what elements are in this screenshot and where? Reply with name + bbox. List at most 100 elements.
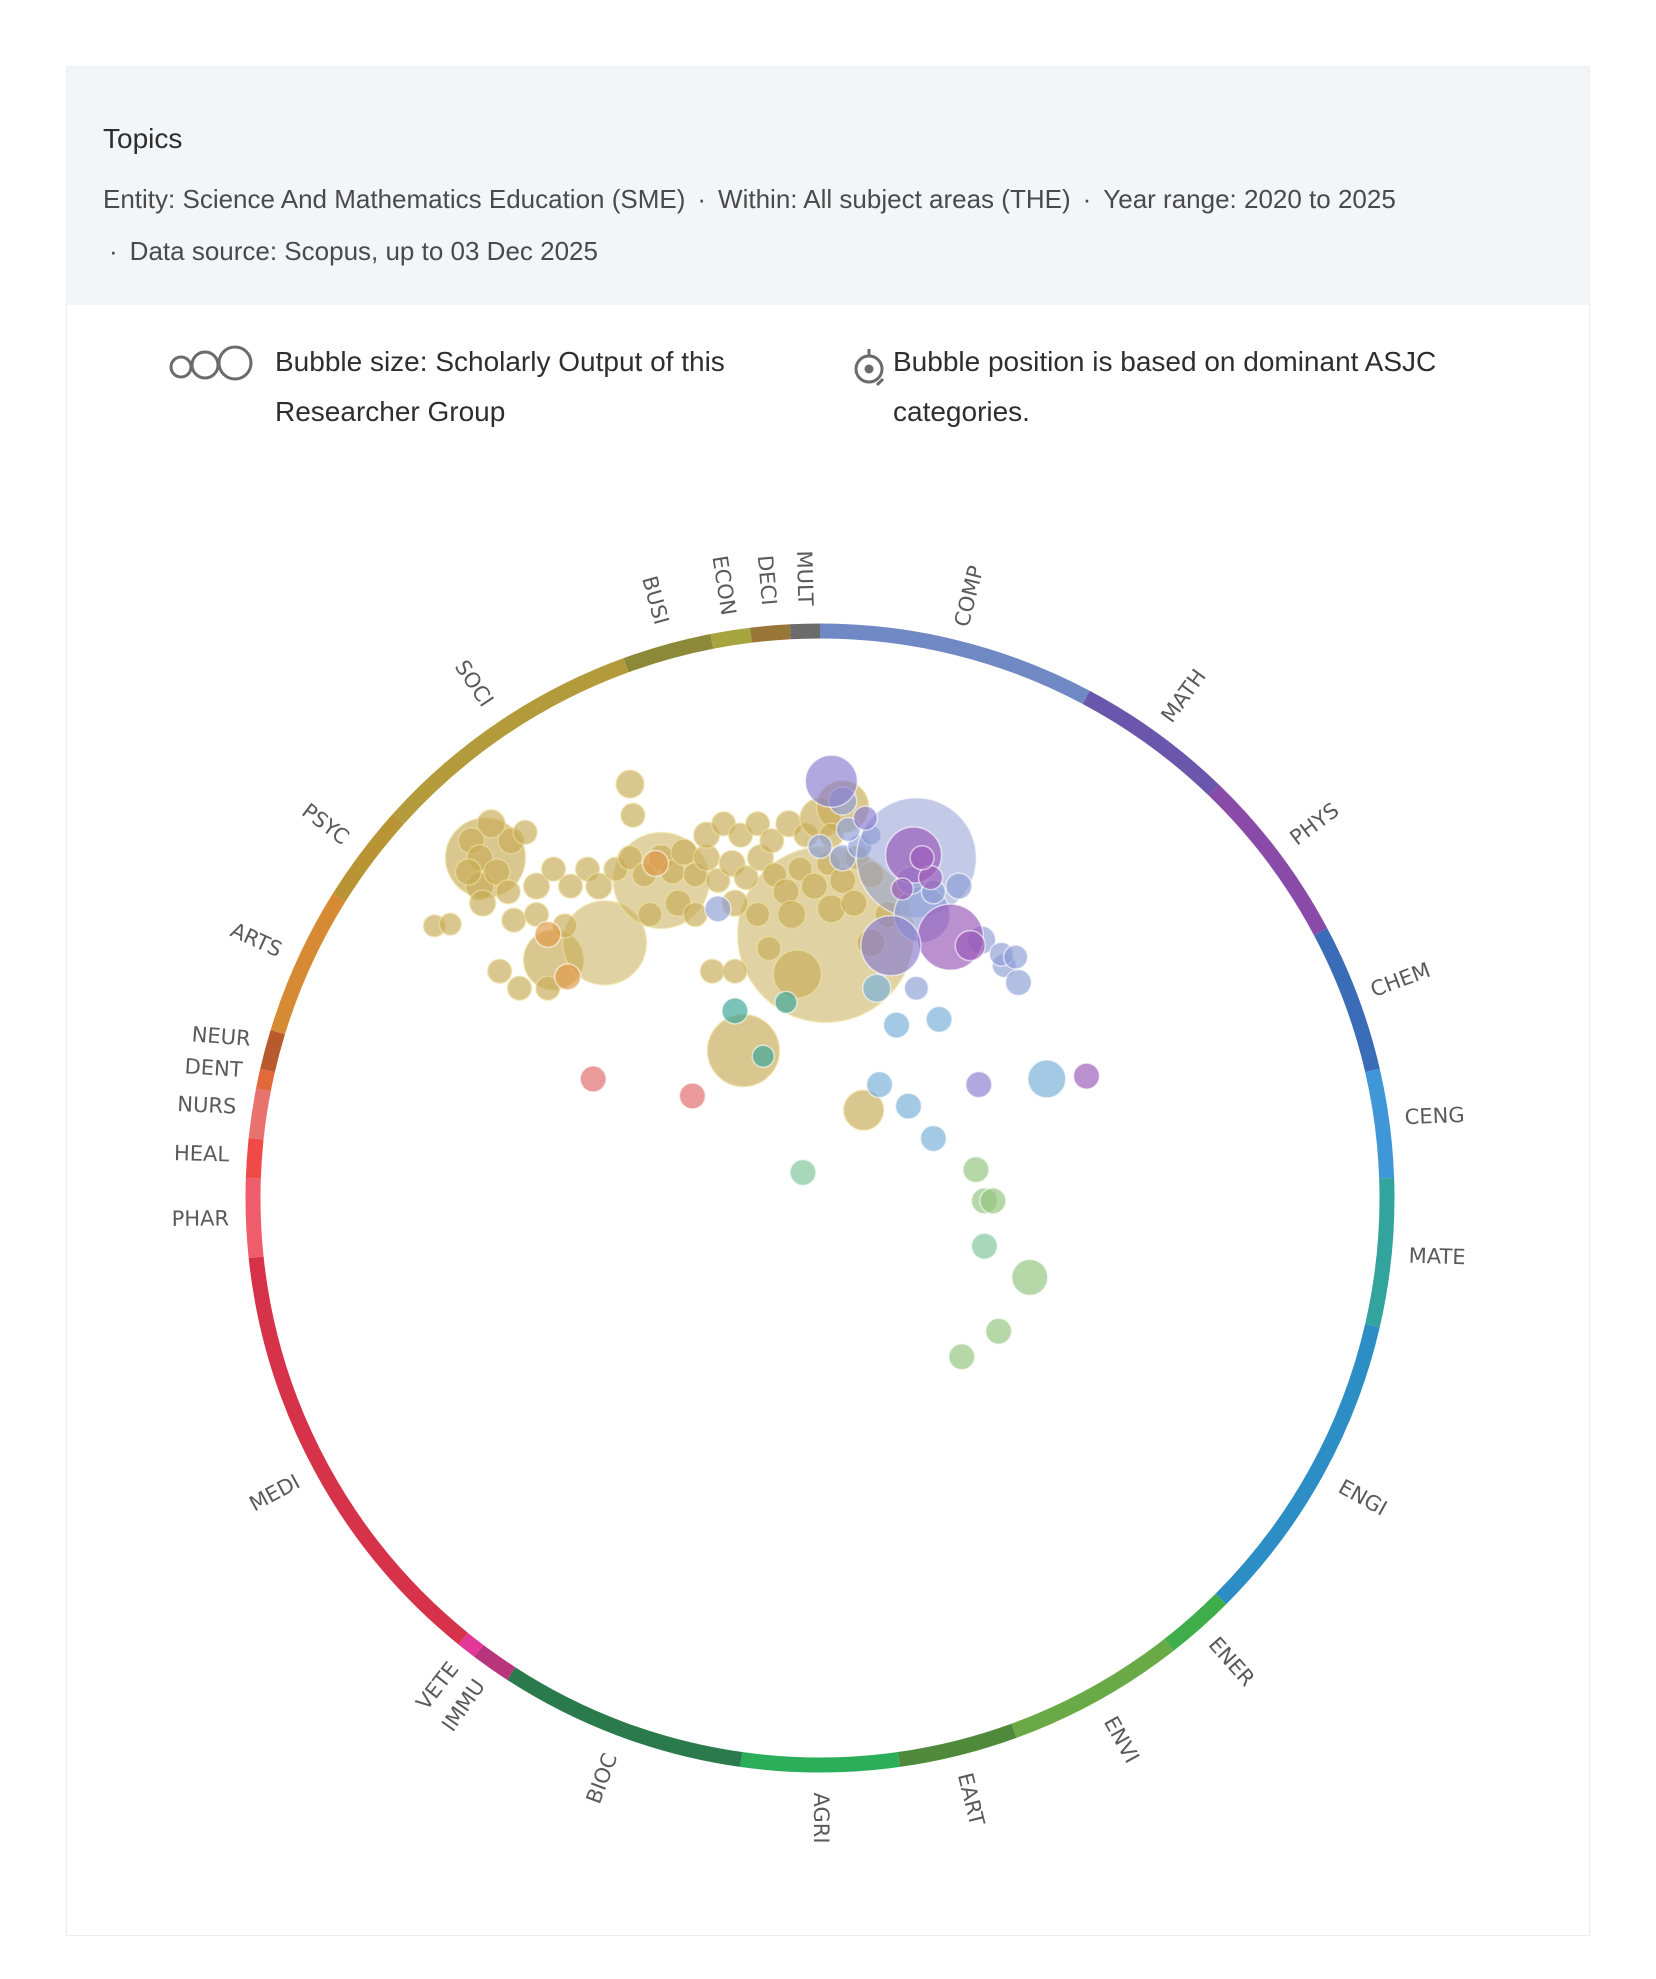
topic-bubble[interactable]	[522, 872, 551, 900]
topic-bubble[interactable]	[909, 845, 935, 871]
topic-bubble[interactable]	[721, 997, 749, 1025]
topic-bubble[interactable]	[704, 895, 732, 923]
category-label-mate: MATE	[1408, 1244, 1466, 1270]
topic-bubble[interactable]	[495, 879, 521, 905]
topic-bubble[interactable]	[561, 900, 648, 986]
topic-bubble[interactable]	[919, 1124, 948, 1153]
topic-bubble[interactable]	[506, 975, 533, 1001]
topic-bubble[interactable]	[1011, 1258, 1049, 1297]
topic-bubble[interactable]	[722, 958, 748, 984]
topic-bubble[interactable]	[979, 1187, 1007, 1215]
category-label-econ: ECON	[707, 554, 740, 617]
topic-bubble[interactable]	[620, 802, 646, 829]
topic-bubble[interactable]	[890, 877, 914, 901]
topic-bubble[interactable]	[954, 929, 987, 962]
topic-bubble[interactable]	[865, 1070, 894, 1099]
topic-bubble[interactable]	[852, 805, 879, 831]
topic-bubble[interactable]	[860, 914, 922, 977]
topic-bubble[interactable]	[1004, 968, 1033, 997]
topic-bubble[interactable]	[557, 873, 584, 899]
topic-bubble[interactable]	[925, 1005, 953, 1034]
bubble-position-icon	[854, 349, 885, 387]
category-label-phys: PHYS	[1286, 798, 1344, 850]
topic-bubble[interactable]	[438, 912, 463, 936]
topic-bubble[interactable]	[670, 838, 698, 866]
ring-segment-mate	[1365, 1177, 1395, 1328]
legend-bubble-position: Bubble position is based on dominant ASJ…	[853, 337, 1453, 437]
topic-bubble[interactable]	[501, 907, 527, 933]
category-ring	[245, 623, 1395, 1773]
topic-bubble[interactable]	[882, 1011, 911, 1039]
topic-bubble[interactable]	[476, 809, 506, 839]
topic-bubble[interactable]	[804, 754, 859, 809]
category-label-psyc: PSYC	[297, 799, 353, 850]
topic-bubble[interactable]	[984, 1317, 1013, 1345]
topic-bubble[interactable]	[486, 958, 513, 984]
topic-bubble[interactable]	[948, 1343, 976, 1371]
topic-bubble[interactable]	[751, 1044, 776, 1068]
topic-bubble[interactable]	[579, 1065, 607, 1093]
topic-bubble[interactable]	[512, 819, 538, 846]
topic-bubble[interactable]	[454, 858, 483, 886]
ring-segment-phar	[245, 1177, 264, 1259]
category-label-neur: NEUR	[191, 1022, 252, 1051]
ring-segment-math	[1082, 690, 1220, 796]
topic-bubble[interactable]	[840, 889, 868, 917]
topic-bubble[interactable]	[744, 811, 771, 837]
topic-bubble[interactable]	[641, 849, 670, 878]
ring-segment-ceng	[1365, 1068, 1395, 1179]
topic-bubble[interactable]	[523, 901, 550, 928]
topic-bubble[interactable]	[1027, 1059, 1067, 1099]
topic-bubble[interactable]	[800, 872, 829, 900]
legend-bubble-size: Bubble size: Scholarly Output of this Re…	[167, 337, 795, 437]
topic-bubble[interactable]	[842, 1089, 885, 1131]
topic-bubble[interactable]	[1072, 1062, 1101, 1090]
topic-bubble[interactable]	[772, 949, 823, 999]
topic-bubble[interactable]	[585, 872, 613, 900]
topic-bubble[interactable]	[699, 958, 726, 984]
topic-bubble[interactable]	[807, 833, 833, 860]
topic-bubble[interactable]	[970, 1232, 999, 1260]
topic-bubble[interactable]	[534, 920, 562, 949]
topic-bubble[interactable]	[789, 1158, 817, 1187]
topic-bubble[interactable]	[945, 872, 973, 900]
topic-bubble[interactable]	[483, 858, 511, 886]
topic-bubble[interactable]	[540, 856, 567, 882]
category-label-agri: AGRI	[809, 1792, 833, 1843]
topic-bubble[interactable]	[965, 1070, 993, 1099]
topic-bubble[interactable]	[962, 1155, 990, 1184]
card-header: Topics Entity: Science And Mathematics E…	[67, 67, 1589, 305]
topic-bubble[interactable]	[903, 975, 930, 1001]
category-label-medi: MEDI	[245, 1470, 304, 1517]
ring-segment-mult	[789, 623, 821, 640]
category-label-eart: EART	[953, 1770, 989, 1828]
topic-bubble[interactable]	[615, 769, 645, 799]
topic-bubbles	[422, 754, 1101, 1371]
ring-segment-eart	[897, 1723, 1017, 1767]
topic-bubble[interactable]	[682, 901, 709, 928]
topic-bubble[interactable]	[756, 935, 782, 962]
topic-bubble[interactable]	[776, 899, 807, 930]
ring-segment-deci	[749, 624, 791, 643]
topic-bubble[interactable]	[733, 864, 760, 891]
meta-within: Within: All subject areas (THE)	[718, 184, 1071, 214]
topic-bubble[interactable]	[468, 889, 497, 917]
ring-segment-engi	[1215, 1323, 1380, 1605]
topic-bubble[interactable]	[1002, 944, 1029, 970]
topic-bubble[interactable]	[637, 901, 663, 928]
category-label-heal: HEAL	[174, 1141, 230, 1166]
topic-bubble[interactable]	[678, 1082, 707, 1110]
ring-segment-neur	[260, 1030, 285, 1073]
ring-segment-arts	[270, 893, 346, 1035]
topic-bubble[interactable]	[894, 1092, 923, 1120]
topic-bubble[interactable]	[744, 901, 771, 928]
topic-bubble[interactable]	[553, 963, 582, 991]
topic-bubble[interactable]	[535, 975, 561, 1001]
topic-bubble[interactable]	[759, 828, 785, 854]
category-label-dent: DENT	[184, 1054, 244, 1082]
topic-bubble[interactable]	[617, 845, 643, 871]
topic-bubble[interactable]	[774, 990, 798, 1015]
ring-segment-bioc	[507, 1667, 743, 1767]
topic-bubble[interactable]	[861, 973, 892, 1003]
